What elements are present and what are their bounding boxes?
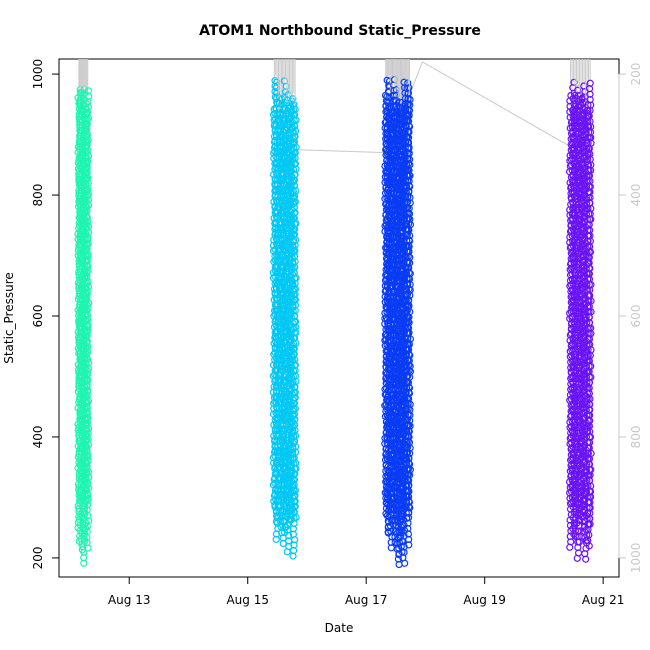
data-point <box>271 77 279 85</box>
data-point <box>289 95 297 103</box>
profile-group <box>74 59 93 567</box>
data-point <box>395 98 403 106</box>
data-point <box>405 84 413 92</box>
data-point <box>406 95 414 104</box>
chart-title: ATOM1 Northbound Static_Pressure <box>199 23 481 39</box>
data-point <box>280 77 289 85</box>
profile-group <box>565 59 595 563</box>
plot-frame <box>58 58 620 578</box>
profile-group <box>269 59 300 560</box>
data-point <box>84 87 93 95</box>
data-point <box>400 78 408 86</box>
connecting-polyline <box>298 61 571 154</box>
connecting-line <box>298 61 571 154</box>
data-point <box>291 105 299 113</box>
profile-group <box>381 59 415 569</box>
data-point <box>82 99 90 108</box>
data-points <box>74 59 595 569</box>
data-point <box>404 79 412 87</box>
